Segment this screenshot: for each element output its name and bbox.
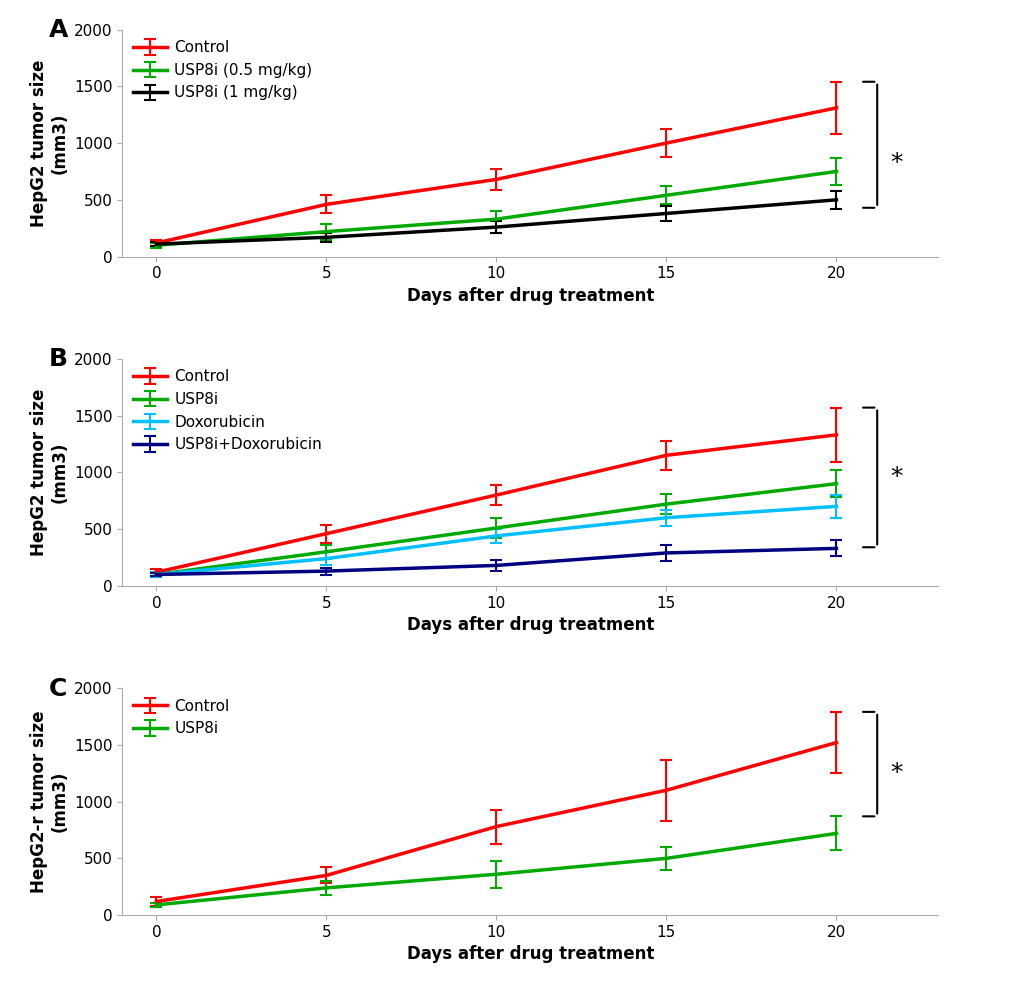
Y-axis label: HepG2 tumor size
(mm3): HepG2 tumor size (mm3)	[30, 59, 68, 226]
Legend: Control, USP8i: Control, USP8i	[126, 693, 235, 743]
Text: *: *	[890, 465, 902, 489]
X-axis label: Days after drug treatment: Days after drug treatment	[407, 287, 653, 305]
Legend: Control, USP8i (0.5 mg/kg), USP8i (1 mg/kg): Control, USP8i (0.5 mg/kg), USP8i (1 mg/…	[126, 34, 318, 106]
X-axis label: Days after drug treatment: Days after drug treatment	[407, 946, 653, 963]
Legend: Control, USP8i, Doxorubicin, USP8i+Doxorubicin: Control, USP8i, Doxorubicin, USP8i+Doxor…	[126, 363, 328, 459]
X-axis label: Days after drug treatment: Days after drug treatment	[407, 616, 653, 634]
Text: C: C	[49, 677, 67, 701]
Text: *: *	[890, 152, 902, 175]
Text: A: A	[49, 18, 68, 42]
Text: B: B	[49, 347, 68, 371]
Y-axis label: HepG2-r tumor size
(mm3): HepG2-r tumor size (mm3)	[30, 710, 68, 892]
Text: *: *	[890, 761, 902, 784]
Y-axis label: HepG2 tumor size
(mm3): HepG2 tumor size (mm3)	[30, 389, 68, 556]
